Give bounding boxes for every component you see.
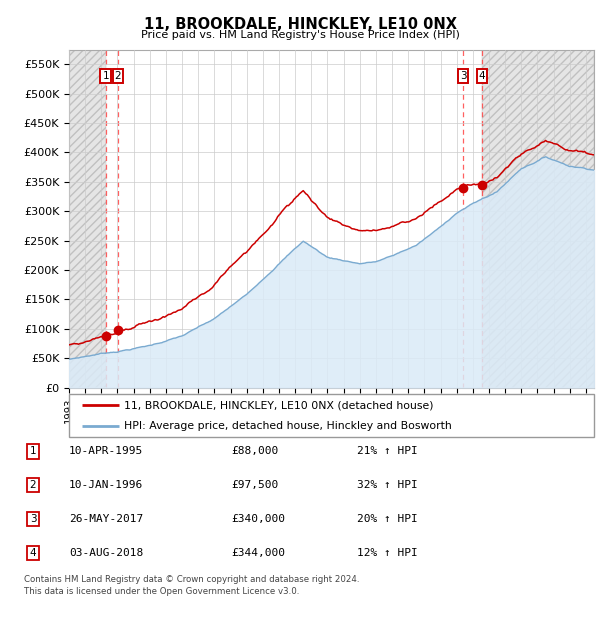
Text: 32% ↑ HPI: 32% ↑ HPI [357, 480, 418, 490]
Text: 11, BROOKDALE, HINCKLEY, LE10 0NX (detached house): 11, BROOKDALE, HINCKLEY, LE10 0NX (detac… [124, 401, 434, 410]
Text: £344,000: £344,000 [231, 548, 285, 558]
Text: 10-JAN-1996: 10-JAN-1996 [69, 480, 143, 490]
Text: 3: 3 [29, 514, 37, 524]
Text: 12% ↑ HPI: 12% ↑ HPI [357, 548, 418, 558]
Text: 11, BROOKDALE, HINCKLEY, LE10 0NX: 11, BROOKDALE, HINCKLEY, LE10 0NX [143, 17, 457, 32]
Text: 10-APR-1995: 10-APR-1995 [69, 446, 143, 456]
Bar [482, 50, 594, 388]
Text: 2: 2 [115, 71, 121, 81]
Text: 20% ↑ HPI: 20% ↑ HPI [357, 514, 418, 524]
Text: This data is licensed under the Open Government Licence v3.0.: This data is licensed under the Open Gov… [24, 587, 299, 596]
Text: 3: 3 [460, 71, 466, 81]
Text: 1: 1 [29, 446, 37, 456]
Text: £88,000: £88,000 [231, 446, 278, 456]
Text: 4: 4 [479, 71, 485, 81]
Text: £97,500: £97,500 [231, 480, 278, 490]
Text: £340,000: £340,000 [231, 514, 285, 524]
Text: HPI: Average price, detached house, Hinckley and Bosworth: HPI: Average price, detached house, Hinc… [124, 421, 452, 432]
Text: Contains HM Land Registry data © Crown copyright and database right 2024.: Contains HM Land Registry data © Crown c… [24, 575, 359, 584]
FancyBboxPatch shape [69, 394, 594, 437]
Bar [69, 50, 106, 388]
Text: 03-AUG-2018: 03-AUG-2018 [69, 548, 143, 558]
Text: 21% ↑ HPI: 21% ↑ HPI [357, 446, 418, 456]
Text: Price paid vs. HM Land Registry's House Price Index (HPI): Price paid vs. HM Land Registry's House … [140, 30, 460, 40]
Text: 1: 1 [103, 71, 109, 81]
Text: 4: 4 [29, 548, 37, 558]
Text: 26-MAY-2017: 26-MAY-2017 [69, 514, 143, 524]
Text: 2: 2 [29, 480, 37, 490]
